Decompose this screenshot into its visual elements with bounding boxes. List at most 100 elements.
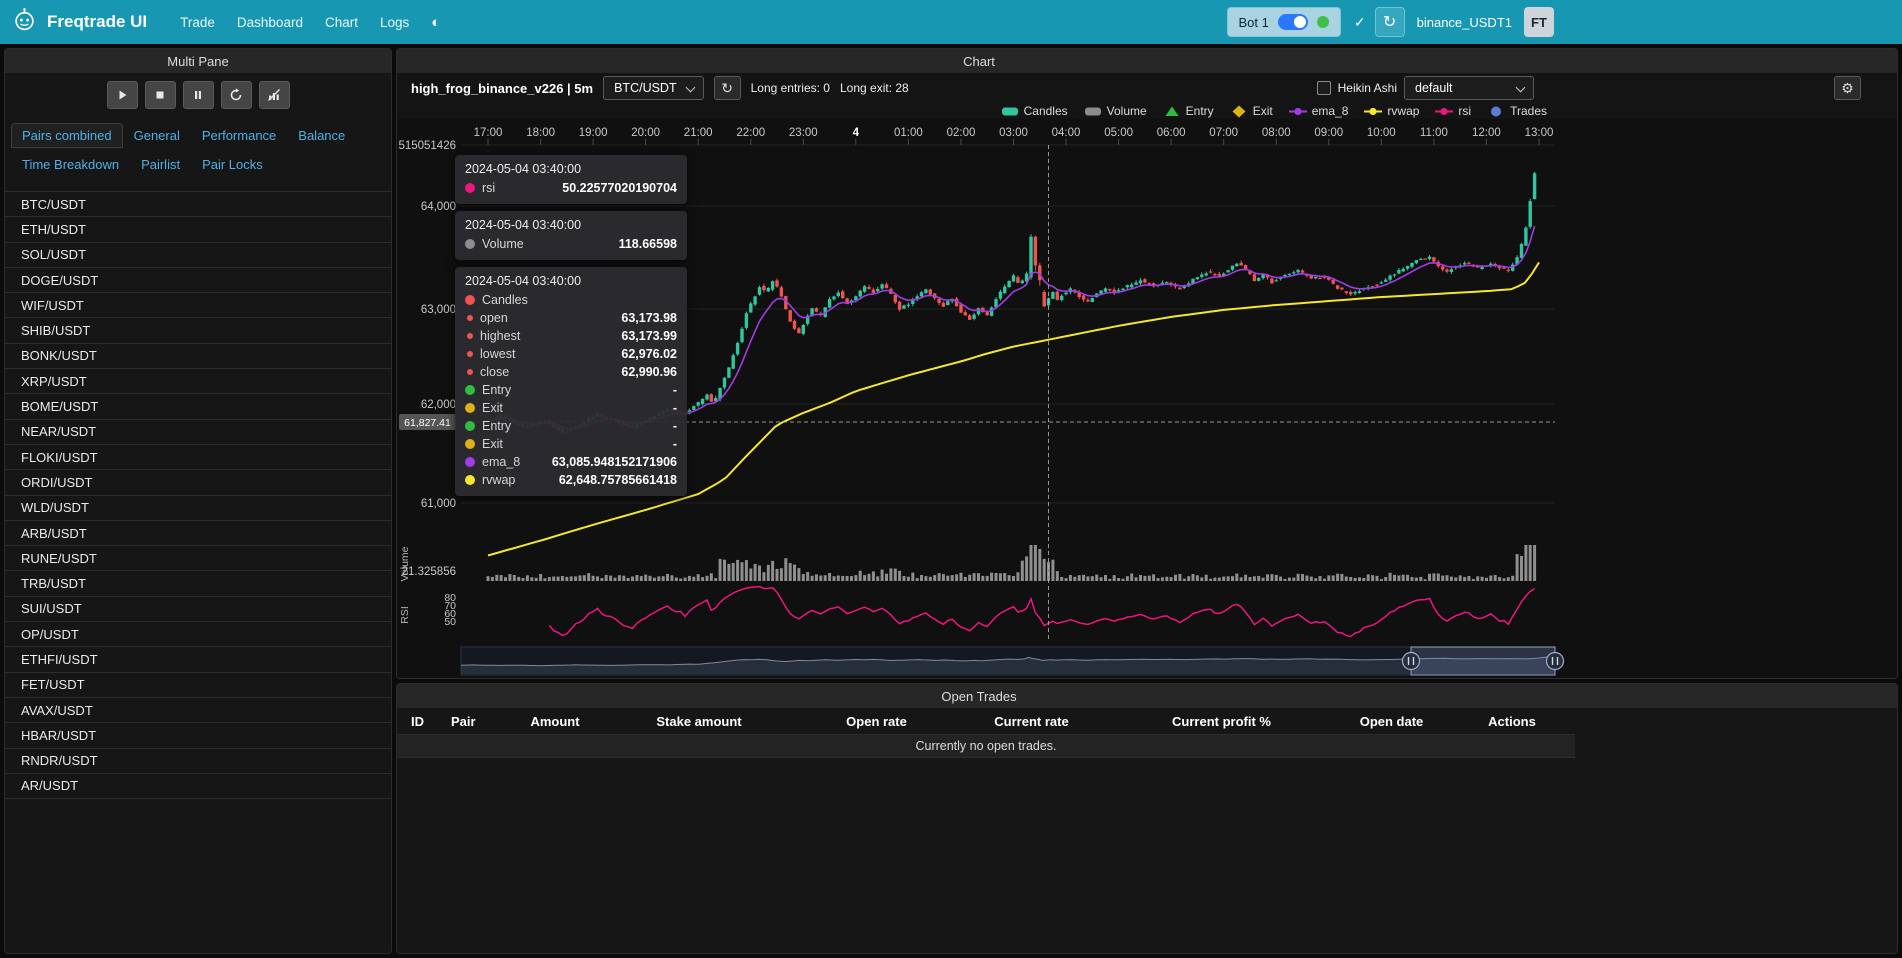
heikin-ashi-checkbox[interactable] [1316,81,1331,95]
svg-text:05:00: 05:00 [1104,127,1133,139]
stop-button[interactable] [144,81,176,109]
pair-row[interactable]: AVAX/USDT [5,698,391,724]
open-trades-title: Open Trades [941,688,1017,704]
svg-text:Volume: Volume [399,546,411,581]
pair-row[interactable]: ARB/USDT [5,521,391,547]
svg-text:61,827.41: 61,827.41 [404,417,451,429]
legend-item-ema_8[interactable]: ema_8 [1288,104,1348,119]
column-header-id: ID [411,714,424,729]
tab-pair-locks[interactable]: Pair Locks [202,157,263,172]
legend-item-candles[interactable]: Candles [1001,104,1068,119]
svg-text:08:00: 08:00 [1262,127,1291,139]
global-refresh-button[interactable]: ↻ [1374,7,1405,37]
main-column: Chart high_frog_binance_v226 | 5m BTC/US… [396,48,1898,954]
pair-row[interactable]: WLD/USDT [5,496,391,521]
bot-control-buttons [5,73,391,117]
pair-row[interactable]: DOGE/USDT [5,268,391,294]
pair-row[interactable]: SHIB/USDT [5,318,391,344]
nav-link-logs[interactable]: Logs [379,14,410,30]
pair-row[interactable]: FLOKI/USDT [5,445,391,471]
trades-empty-row: Currently no open trades. [397,734,1575,758]
pair-row[interactable]: RUNE/USDT [5,546,391,572]
legend-item-rsi[interactable]: rsi [1435,104,1471,119]
play-button[interactable] [106,81,138,109]
svg-text:63,000: 63,000 [421,304,456,316]
plot-settings-button[interactable]: ⚙ [1834,76,1861,100]
long-exits-label: Long exit: 28 [839,81,909,95]
tab-balance[interactable]: Balance [298,128,346,143]
bot-selector[interactable]: Bot 1 [1226,7,1341,37]
tab-pairlist[interactable]: Pairlist [141,157,181,172]
candles-marker-icon [1001,107,1018,115]
column-header-open-date: Open date [1359,714,1424,729]
check-icon: ✓ [1353,13,1366,30]
pair-row[interactable]: XRP/USDT [5,369,391,395]
nav-link-trade[interactable]: Trade [180,14,215,30]
nav-link-chart[interactable]: Chart [324,14,358,30]
pair-row[interactable]: FET/USDT [5,673,391,698]
svg-text:04:00: 04:00 [1052,127,1081,139]
reload-button[interactable] [220,81,252,109]
column-header-current-profit-: Current profit % [1172,714,1271,729]
pair-row[interactable]: RNDR/USDT [5,749,391,774]
pair-row[interactable]: BONK/USDT [5,344,391,370]
pair-row[interactable]: NEAR/USDT [5,420,391,445]
pair-row[interactable]: OP/USDT [5,622,391,648]
pair-row[interactable]: BOME/USDT [5,394,391,420]
pair-select[interactable]: BTC/USDT [603,76,704,100]
pause-button[interactable] [182,81,214,109]
legend-item-trades[interactable]: Trades [1487,104,1547,119]
pair-row[interactable]: ORDI/USDT [5,470,391,496]
svg-text:07:00: 07:00 [1209,127,1238,139]
svg-text:RSI: RSI [399,606,411,624]
pair-row[interactable]: ETHFI/USDT [5,647,391,673]
pair-select-value: BTC/USDT [614,81,677,95]
tab-pairs-combined[interactable]: Pairs combined [11,123,123,148]
reload-icon [230,88,242,101]
legend-item-exit[interactable]: Exit [1230,104,1273,119]
multi-pane-header: Multi Pane [5,49,391,73]
legend-item-rvwap[interactable]: rvwap [1364,104,1419,119]
chart-off-button[interactable] [258,81,290,109]
candlestick-chart[interactable]: 17:00 18:00 19:00 20:00 21:00 22:00 23:00 4 01:0… [397,119,1897,678]
svg-text:11:00: 11:00 [1420,127,1448,139]
bot-toggle-switch[interactable] [1277,14,1308,30]
theme-toggle-icon[interactable]: ◐ [431,13,441,31]
nav-link-dashboard[interactable]: Dashboard [236,14,303,30]
pair-row[interactable]: TRB/USDT [5,571,391,597]
volume-marker-icon [1084,107,1101,115]
long-entries-label: Long entries: 0 [750,81,830,95]
pair-row[interactable]: HBAR/USDT [5,723,391,749]
bot-badge-label: Bot 1 [1238,14,1269,30]
plot-config-select[interactable]: default [1404,76,1534,100]
sidebar-tabs: Pairs combined General Performance Balance T… [5,117,391,179]
brand[interactable]: Freqtrade UI [12,7,147,37]
tab-time-breakdown[interactable]: Time Breakdown [22,157,120,172]
svg-text:60: 60 [444,608,456,620]
svg-text:50: 50 [444,616,456,628]
legend-item-volume[interactable]: Volume [1084,104,1147,119]
chart-off-icon [268,89,280,101]
chart-panel: Chart high_frog_binance_v226 | 5m BTC/US… [396,48,1898,679]
legend-item-entry[interactable]: Entry [1163,104,1214,119]
pair-row[interactable]: SUI/USDT [5,597,391,623]
svg-text:09:00: 09:00 [1314,127,1343,139]
avatar[interactable]: FT [1524,7,1554,37]
nav-links: Trade Dashboard Chart Logs [169,9,420,36]
tab-performance[interactable]: Performance [201,128,277,143]
pair-row[interactable]: BTC/USDT [5,192,391,218]
ema_8-marker-icon [1288,107,1307,115]
chart-canvas[interactable]: 17:00 18:00 19:00 20:00 21:00 22:00 23:00 4 01:0… [397,119,1897,678]
pair-row[interactable]: ETH/USDT [5,217,391,243]
svg-text:61,000: 61,000 [421,498,456,510]
svg-text:23:00: 23:00 [789,127,818,139]
bot-online-dot [1316,16,1329,28]
pair-row[interactable]: WIF/USDT [5,293,391,319]
pair-row[interactable]: SOL/USDT [5,243,391,268]
tab-general[interactable]: General [133,128,180,143]
svg-text:515051426: 515051426 [398,140,456,152]
no-trades-message: Currently no open trades. [915,739,1057,753]
pair-row[interactable]: AR/USDT [5,774,391,800]
svg-text:64,000: 64,000 [421,201,456,213]
chart-refresh-button[interactable]: ↻ [713,76,741,100]
